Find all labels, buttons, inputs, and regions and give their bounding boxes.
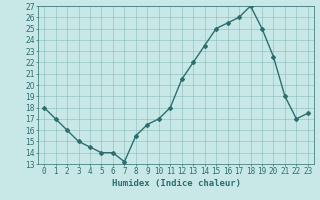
X-axis label: Humidex (Indice chaleur): Humidex (Indice chaleur): [111, 179, 241, 188]
